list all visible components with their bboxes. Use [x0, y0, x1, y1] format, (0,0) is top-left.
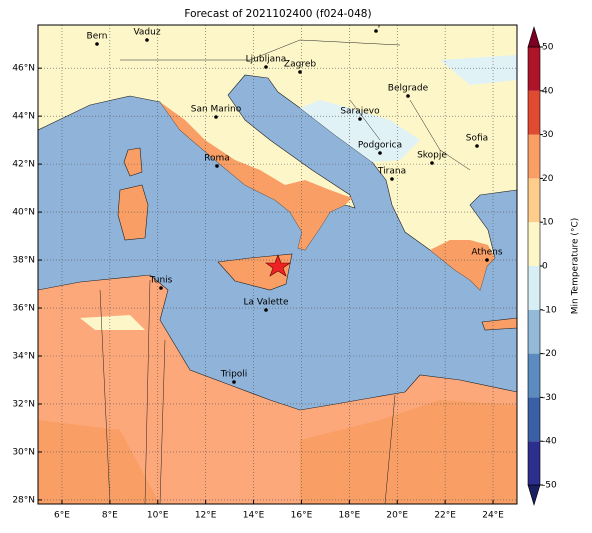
y-tick-label: 46°N	[12, 64, 35, 74]
x-tick-label: 14°E	[243, 511, 265, 521]
land-balkan-cool	[300, 55, 517, 162]
y-tick-label: 34°N	[12, 352, 35, 362]
city-dot	[358, 117, 362, 121]
colorbar-label: Min Temperature (°C)	[571, 218, 581, 315]
city-dot	[430, 161, 434, 165]
y-tick-label: 30°N	[12, 447, 35, 457]
city-label: Sofia	[466, 134, 488, 144]
city-dot	[95, 42, 99, 46]
colorbar-over	[527, 25, 541, 48]
land-italy-warm	[160, 102, 352, 250]
colorbar-bin	[528, 90, 540, 135]
city-dot	[145, 38, 149, 42]
colorbar-tick-label: -40	[542, 437, 557, 447]
city-label: La Valette	[244, 298, 289, 308]
colorbar-bin	[528, 134, 540, 179]
city-label: Zagreb	[284, 60, 316, 70]
city-label: Tripoli	[220, 370, 248, 380]
x-tick-label: 10°E	[147, 511, 169, 521]
x-tick-label: 6°E	[54, 511, 70, 521]
borders	[99, 39, 471, 504]
city-label: Bern	[87, 32, 108, 42]
y-tick-label: 28°N	[12, 495, 35, 505]
city-label: San Marino	[191, 105, 242, 115]
colorbar-tick-label: -30	[542, 393, 557, 403]
city-label: Roma	[204, 154, 230, 164]
colorbar-tick-label: -10	[542, 305, 557, 315]
y-tick-label: 42°N	[12, 160, 35, 170]
city-label: Podgorica	[358, 141, 402, 151]
city-label: Skopje	[417, 151, 447, 161]
city-dot	[374, 29, 378, 33]
x-tick-label: 16°E	[291, 511, 313, 521]
corsica	[123, 147, 143, 177]
colorbar-tick-label: 20	[542, 174, 554, 184]
sardinia	[117, 184, 149, 241]
city-dot	[485, 258, 489, 262]
y-tick-label: 44°N	[12, 112, 35, 122]
city-label: Sarajevo	[340, 107, 380, 117]
city-label: Budapest	[355, 19, 398, 29]
star-marker	[265, 254, 291, 277]
colorbar-tick-label: 10	[542, 218, 554, 228]
colorbar-bin	[528, 266, 540, 310]
colorbar-bin	[528, 353, 540, 398]
x-tick-label: 20°E	[386, 511, 408, 521]
x-tick-label: 18°E	[339, 511, 361, 521]
x-tick-label: 8°E	[102, 511, 118, 521]
city-dot	[475, 144, 479, 148]
city-dot	[390, 177, 394, 181]
city-dot	[264, 65, 268, 69]
axes: 6°E 8°E 10°E 12°E 14°E 16°E 18°E 20°E 22°E 24°E 28…	[12, 64, 504, 521]
city-dot	[378, 151, 382, 155]
colorbar-tick-label: -20	[542, 349, 557, 359]
colorbar-tick-label: 30	[542, 130, 554, 140]
city-dot	[406, 94, 410, 98]
land-greece-warm	[430, 240, 495, 290]
frame	[37, 24, 518, 505]
city-label: Tunis	[149, 276, 173, 286]
city-dot	[215, 164, 219, 168]
colorbar-bin	[528, 441, 540, 485]
y-tick-label: 38°N	[12, 256, 35, 266]
colorbar-under	[527, 484, 541, 507]
x-tick-label: 12°E	[195, 511, 217, 521]
colorbar-bin	[528, 178, 540, 223]
x-tick-label: 22°E	[434, 511, 456, 521]
city-dot	[232, 380, 236, 384]
colorbar-tick-label: 0	[542, 262, 548, 272]
city-label: Tirana	[377, 167, 406, 177]
colorbar-tick-label: 50	[542, 43, 554, 53]
city-label: Belgrade	[388, 84, 429, 94]
x-tick-label: 24°E	[482, 511, 504, 521]
colorbar-bin	[528, 47, 540, 91]
land-africa-cool	[80, 315, 145, 330]
crete	[481, 317, 517, 331]
city-dot	[159, 286, 163, 290]
grid	[38, 25, 517, 504]
colorbar-bin	[528, 222, 540, 266]
y-tick-label: 40°N	[12, 208, 35, 218]
colorbar-tick-label: -50	[542, 481, 557, 491]
y-tick-label: 32°N	[12, 399, 35, 409]
y-tick-label: 36°N	[12, 304, 35, 314]
title: Forecast of 2021102400 (f024-048)	[184, 8, 371, 20]
colorbar-tick-label: 40	[542, 86, 554, 96]
colorbar-bin	[528, 309, 540, 354]
colorbar: -50 -40 -30 -20 -10 0 10 20 30 40 50	[527, 25, 557, 507]
city-label: Ljubljana	[246, 55, 287, 65]
city-dot	[298, 70, 302, 74]
city-dot	[264, 308, 268, 312]
city-dot	[214, 115, 218, 119]
colorbar-bin	[528, 397, 540, 442]
city-label: Vaduz	[133, 28, 160, 38]
city-label: Athens	[471, 248, 502, 258]
